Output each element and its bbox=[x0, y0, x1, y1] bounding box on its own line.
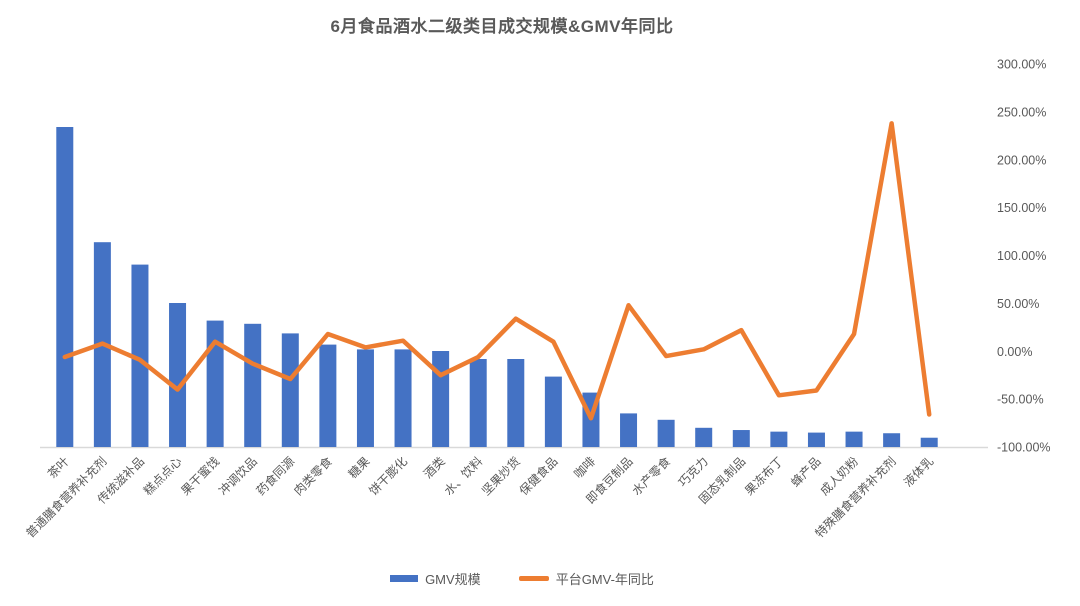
bar-果干蜜饯 bbox=[206, 320, 224, 447]
x-axis-label-果冻布丁: 果冻布丁 bbox=[741, 454, 786, 499]
right-axis-tick-label: 50.00% bbox=[997, 297, 1039, 311]
chart-title: 6月食品酒水二级类目成交规模&GMV年同比 bbox=[330, 17, 674, 36]
x-axis-label-糖果: 糖果 bbox=[345, 454, 373, 482]
x-axis-label-肉类零食: 肉类零食 bbox=[290, 454, 335, 499]
bar-果冻布丁 bbox=[770, 431, 788, 447]
x-axis-label-果干蜜饯: 果干蜜饯 bbox=[178, 454, 223, 499]
bar-药食同源 bbox=[281, 333, 299, 447]
legend-item-gmv[interactable]: GMV规模 bbox=[390, 569, 481, 588]
x-axis-label-蜂产品: 蜂产品 bbox=[788, 454, 823, 489]
x-axis-label-水、饮料: 水、饮料 bbox=[441, 454, 485, 498]
bar-糕点点心 bbox=[169, 303, 187, 447]
legend-line-swatch-icon bbox=[518, 575, 549, 581]
bar-即食豆制品 bbox=[620, 413, 638, 447]
right-axis-tick-label: -50.00% bbox=[997, 393, 1044, 407]
x-axis-label-药食同源: 药食同源 bbox=[253, 454, 298, 499]
legend: GMV规模 平台GMV-年同比 bbox=[0, 568, 1044, 588]
bar-坚果炒货 bbox=[507, 359, 525, 447]
bar-保健食品 bbox=[544, 376, 562, 447]
legend-label-gmv: GMV规模 bbox=[425, 571, 481, 587]
bar-蜂产品 bbox=[807, 432, 825, 447]
x-axis-label-巧克力: 巧克力 bbox=[675, 454, 710, 489]
right-axis-tick-label: 100.00% bbox=[997, 249, 1046, 263]
bar-糖果 bbox=[356, 349, 374, 447]
x-axis-label-糕点点心: 糕点点心 bbox=[141, 454, 185, 498]
yoy-line-series bbox=[62, 121, 932, 421]
x-axis-label-液体乳: 液体乳 bbox=[900, 454, 936, 490]
x-axis-label-冲调饮品: 冲调饮品 bbox=[215, 454, 260, 499]
x-axis-label-咖啡: 咖啡 bbox=[570, 454, 598, 482]
x-axis-label-水产零食: 水产零食 bbox=[629, 454, 674, 499]
bar-冲调饮品 bbox=[244, 323, 262, 447]
bar-水、饮料 bbox=[469, 359, 487, 447]
bar-特殊膳食营养补充剂 bbox=[883, 433, 901, 447]
legend-item-yoy[interactable]: 平台GMV-年同比 bbox=[518, 569, 654, 588]
bar-水产零食 bbox=[657, 419, 675, 447]
bar-成人奶粉 bbox=[845, 431, 863, 447]
bar-饼干膨化 bbox=[394, 349, 412, 447]
bar-酒类 bbox=[432, 351, 450, 447]
bar-肉类零食 bbox=[319, 344, 337, 447]
legend-bar-swatch-icon bbox=[390, 574, 419, 582]
bar-固态乳制品 bbox=[732, 430, 750, 447]
legend-label-yoy: 平台GMV-年同比 bbox=[555, 571, 654, 587]
x-axis-label-保健食品: 保健食品 bbox=[516, 454, 561, 499]
right-axis-tick-label: 200.00% bbox=[997, 153, 1046, 167]
bar-巧克力 bbox=[695, 427, 713, 447]
x-axis-label-酒类: 酒类 bbox=[421, 454, 448, 481]
right-axis-tick-label: 250.00% bbox=[997, 105, 1046, 119]
bar-液体乳 bbox=[920, 437, 938, 447]
right-axis-tick-label: -100.00% bbox=[997, 441, 1051, 455]
right-axis-tick-label: 0.00% bbox=[997, 345, 1032, 359]
right-axis-tick-label: 150.00% bbox=[997, 201, 1046, 215]
x-axis-label-茶叶: 茶叶 bbox=[44, 454, 72, 482]
x-axis-label-饼干膨化: 饼干膨化 bbox=[366, 454, 410, 498]
right-axis-tick-label: 300.00% bbox=[997, 58, 1046, 72]
bar-茶叶 bbox=[56, 127, 74, 447]
bar-传统滋补品 bbox=[131, 264, 149, 447]
x-axis-label-坚果炒货: 坚果炒货 bbox=[478, 454, 523, 499]
